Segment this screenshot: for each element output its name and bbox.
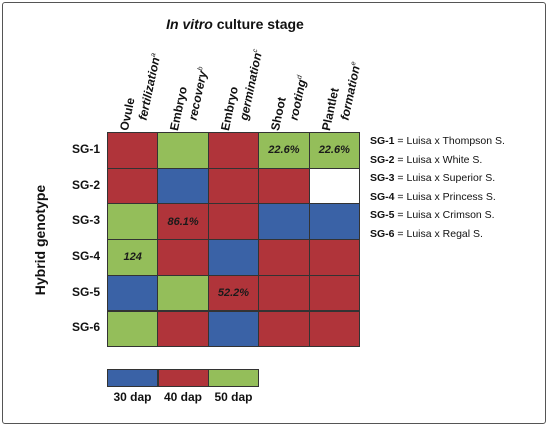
heatmap-cell [258, 203, 310, 241]
cell-annotation: 86.1% [167, 215, 199, 228]
heatmap-cell: 86.1% [157, 203, 209, 241]
heatmap-cell [157, 167, 209, 205]
cell-annotation: 22.6% [268, 144, 300, 157]
heatmap-cell [258, 167, 310, 205]
heatmap-cell [308, 239, 360, 276]
genotype-key-text: = Luisa x White S. [394, 153, 483, 166]
genotype-label: SG-4 [71, 248, 100, 263]
chart-title: In vitro culture stage [0, 16, 470, 32]
genotype-label: SG-6 [71, 320, 100, 335]
genotype-key-code: SG-1 [370, 135, 395, 147]
heatmap-cell: 52.2% [207, 274, 260, 312]
stage-header-superscript: d [296, 74, 304, 80]
genotype-key-code: SG-3 [370, 172, 395, 185]
heatmap-cell [157, 310, 209, 348]
heatmap-cell: 22.6% [258, 132, 310, 169]
genotype-key-entry: SG-1 = Luisa x Thompson S. [370, 132, 505, 151]
heatmap-cell: 22.6% [308, 132, 360, 169]
heatmap-cell [107, 310, 159, 348]
chart-title-italic: In vitro [166, 16, 213, 32]
heatmap-cell [107, 274, 159, 312]
stage-header-superscript: e [349, 60, 358, 67]
genotype-key-entry: SG-3 = Luisa x Superior S. [370, 169, 505, 188]
genotype-key-code: SG-2 [370, 153, 395, 166]
heatmap-cell [207, 132, 260, 169]
heatmap-cell [258, 239, 310, 276]
genotype-label: SG-2 [71, 177, 100, 192]
legend-label: 40 dap [163, 390, 202, 404]
chart-title-rest: culture stage [216, 16, 304, 32]
genotype-key-text: = Luisa x Regal S. [394, 227, 483, 240]
genotype-key-entry: SG-5 = Luisa x Crimson S. [370, 206, 505, 225]
genotype-label: SG-5 [71, 284, 100, 299]
legend-swatch [107, 369, 158, 387]
heatmap-cell [308, 274, 360, 312]
heatmap-cell [308, 167, 360, 205]
legend-swatch [208, 369, 259, 387]
genotype-label: SG-3 [71, 213, 100, 228]
genotype-key-entry: SG-6 = Luisa x Regal S. [370, 225, 505, 244]
cell-annotation: 52.2% [217, 287, 250, 300]
heatmap-cell [308, 310, 360, 348]
genotype-key-text: = Luisa x Superior S. [394, 172, 496, 185]
heatmap-cell [107, 203, 159, 241]
genotype-label: SG-1 [71, 141, 100, 156]
genotype-key-code: SG-6 [370, 227, 395, 240]
legend-label: 50 dap [214, 390, 253, 404]
genotype-key-entry: SG-4 = Luisa x Princess S. [370, 188, 505, 207]
genotype-key-text: = Luisa x Princess S. [394, 190, 496, 203]
legend-swatch [157, 369, 209, 387]
heatmap-cell [107, 132, 159, 169]
heatmap-cell [258, 274, 310, 312]
heatmap-cell [157, 274, 209, 312]
heatmap-cell [258, 310, 310, 348]
cell-annotation: 22.6% [318, 144, 350, 157]
heatmap-cell [207, 203, 260, 241]
heatmap-cell: 124 [107, 239, 159, 276]
genotype-key-code: SG-4 [370, 190, 395, 203]
heatmap-cell [207, 167, 260, 205]
legend-label: 30 dap [113, 390, 152, 404]
heatmap-cell [107, 167, 159, 205]
genotype-key-entry: SG-2 = Luisa x White S. [370, 151, 505, 170]
heatmap-cell [207, 310, 260, 348]
genotype-key-text: = Luisa x Thompson S. [394, 135, 505, 147]
heatmap-cell [308, 203, 360, 241]
heatmap-cell [207, 239, 260, 276]
y-axis-label: Hybrid genotype [32, 184, 48, 296]
cell-annotation: 124 [123, 251, 142, 264]
heatmap-cell [157, 132, 209, 169]
heatmap-cell [157, 239, 209, 276]
genotype-key-text: = Luisa x Crimson S. [394, 209, 495, 222]
genotype-key: SG-1 = Luisa x Thompson S. SG-2 = Luisa x… [370, 132, 505, 244]
genotype-key-code: SG-5 [370, 209, 395, 222]
